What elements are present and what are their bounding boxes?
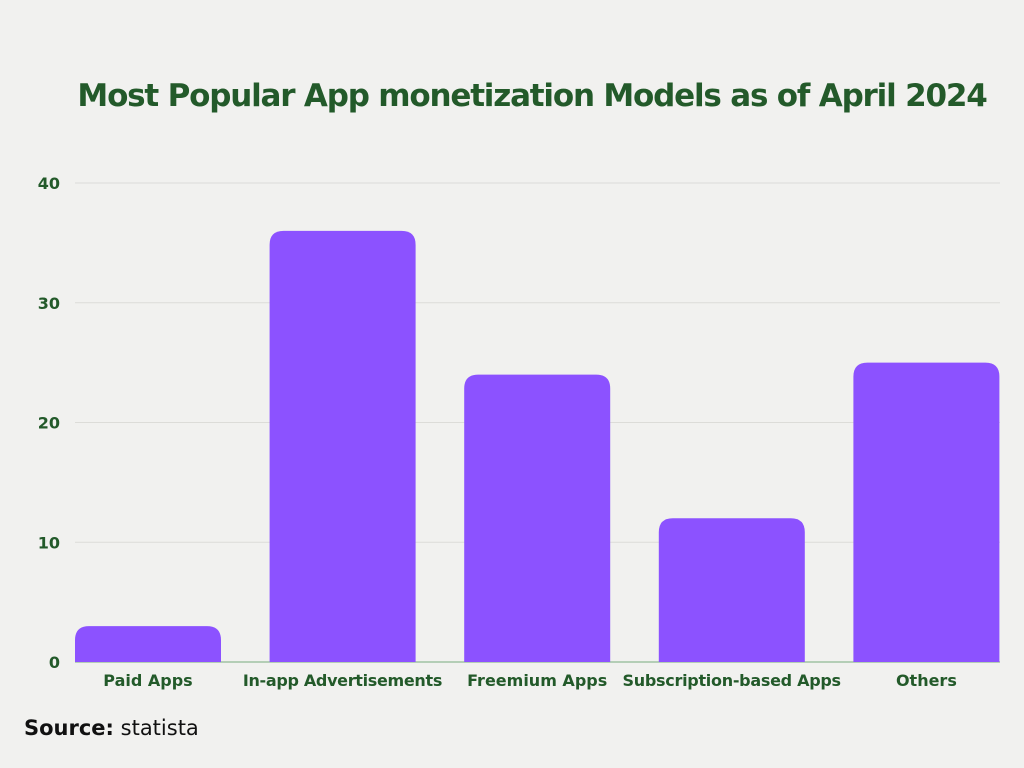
y-tick-label: 10 [38,533,60,552]
y-tick-label: 20 [38,414,60,433]
x-tick-label: In-app Advertisements [243,671,442,690]
source-label: Source: [24,716,114,740]
y-tick-label: 0 [49,653,60,672]
bar-0 [75,626,221,662]
chart-title: Most Popular App monetization Models as … [77,78,987,114]
source-value: statista [120,716,199,740]
source-note: Source: statista [24,716,199,740]
bar-2 [464,374,611,662]
y-tick-label: 40 [38,174,60,193]
bar-1 [269,230,416,662]
bar-3 [658,518,805,662]
x-tick-label: Paid Apps [103,671,192,690]
x-tick-label: Freemium Apps [467,671,607,690]
bar-4 [853,362,1000,662]
y-tick-label: 30 [38,294,60,313]
x-tick-label: Subscription-based Apps [623,671,842,690]
x-tick-label: Others [896,671,957,690]
